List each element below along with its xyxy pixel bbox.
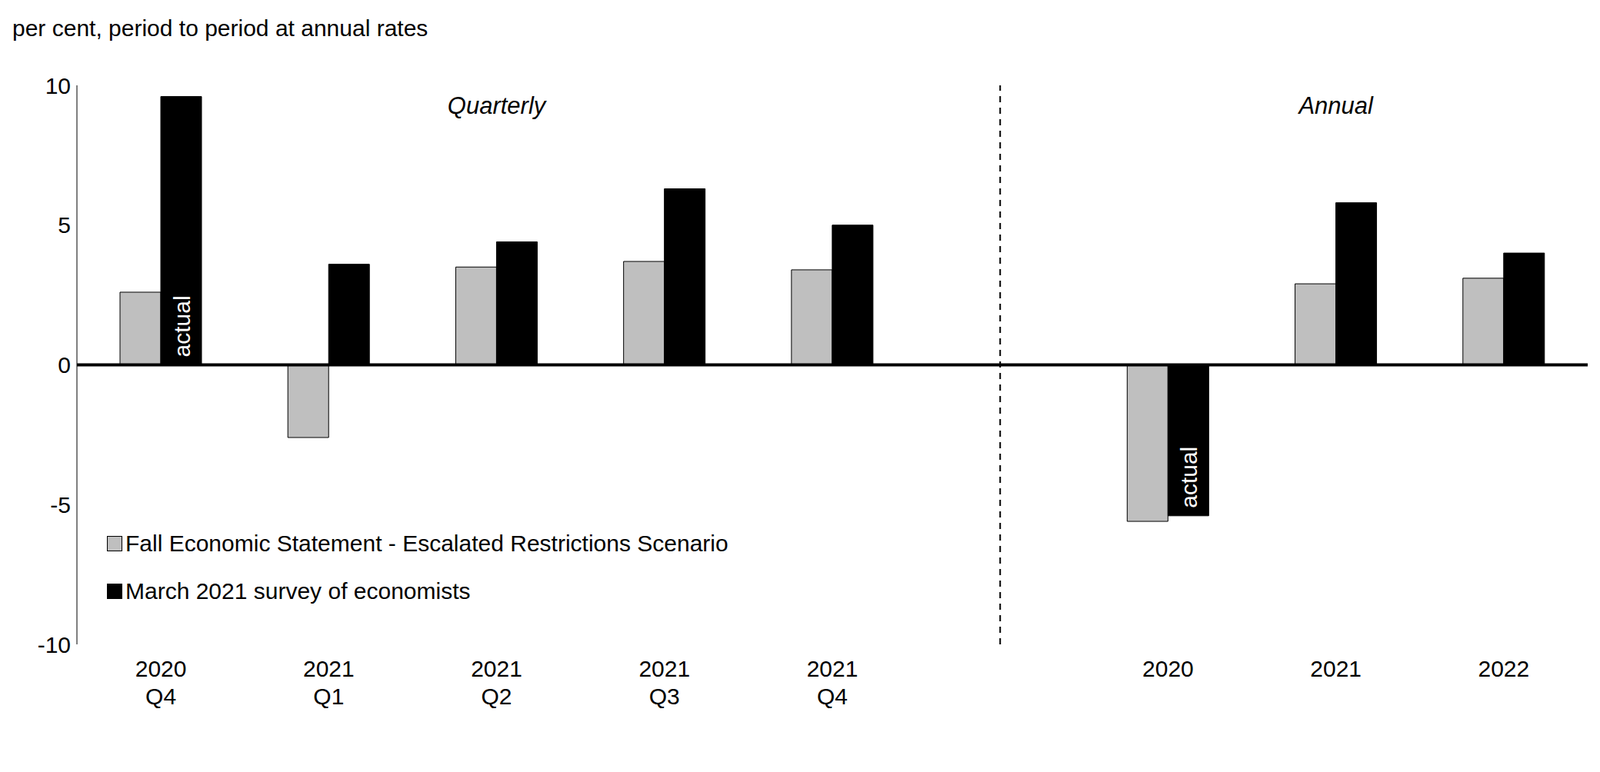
svg-text:10: 10 (45, 73, 71, 99)
svg-text:2022: 2022 (1478, 656, 1530, 682)
svg-text:5: 5 (57, 212, 71, 238)
svg-text:2020Q4: 2020Q4 (135, 656, 187, 710)
svg-text:2021: 2021 (1310, 656, 1362, 682)
svg-text:2021Q4: 2021Q4 (806, 656, 859, 710)
svg-text:actual: actual (169, 295, 195, 357)
svg-text:actual: actual (1176, 446, 1202, 509)
html-text:per cent, period to period at: per cent, period to period at annual rat… (12, 15, 428, 41)
svg-text:-10: -10 (37, 632, 71, 658)
html-text:Annual: Annual (1298, 92, 1373, 120)
svg-text:2021Q3: 2021Q3 (638, 656, 690, 710)
svg-text:2021Q1: 2021Q1 (303, 656, 355, 710)
svg-text:2021Q2: 2021Q2 (470, 656, 523, 710)
html-text:March 2021 survey of economist: March 2021 survey of economists (125, 578, 471, 604)
svg-text:-5: -5 (50, 492, 71, 518)
svg-text:0: 0 (57, 352, 71, 378)
html-text:Quarterly: Quarterly (447, 92, 546, 120)
html-text:Fall Economic Statement - Esca: Fall Economic Statement - Escalated Rest… (125, 530, 729, 557)
svg-text:2020: 2020 (1142, 656, 1194, 682)
